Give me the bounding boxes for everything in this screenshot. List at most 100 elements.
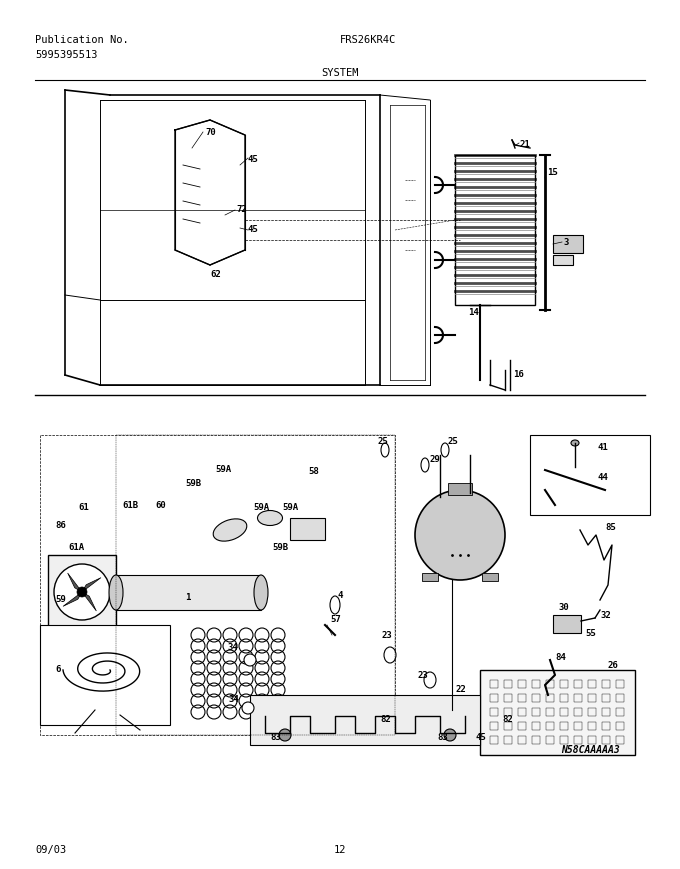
Text: 26: 26 [608, 660, 619, 669]
Bar [532, 680, 540, 688]
Bar [588, 680, 596, 688]
Text: SYSTEM: SYSTEM [321, 68, 359, 78]
Bar [250, 695, 480, 745]
Text: 3: 3 [563, 238, 568, 247]
Polygon shape [82, 592, 97, 611]
Text: 84: 84 [555, 653, 566, 662]
Ellipse shape [254, 575, 268, 610]
Bar [422, 573, 438, 581]
Text: 34: 34 [228, 695, 239, 705]
Ellipse shape [258, 510, 282, 526]
Bar [553, 235, 583, 253]
Bar [553, 255, 573, 265]
Bar [588, 708, 596, 716]
Bar [490, 736, 498, 744]
Bar [490, 708, 498, 716]
Circle shape [54, 564, 110, 620]
Text: 72: 72 [236, 205, 247, 214]
Text: 58: 58 [308, 468, 319, 476]
Text: 25: 25 [378, 437, 389, 447]
Ellipse shape [109, 575, 123, 610]
Bar [574, 736, 582, 744]
Bar [532, 694, 540, 702]
Text: 21: 21 [520, 140, 531, 149]
Ellipse shape [214, 519, 247, 541]
Ellipse shape [381, 443, 389, 457]
Text: 5995395513: 5995395513 [35, 50, 97, 60]
Bar [588, 736, 596, 744]
Text: 12: 12 [334, 845, 346, 855]
Bar [546, 694, 554, 702]
Bar [504, 736, 512, 744]
Text: 59A: 59A [282, 503, 298, 513]
Text: 23: 23 [382, 631, 393, 640]
Bar [574, 708, 582, 716]
Text: 59A: 59A [215, 466, 231, 474]
Text: 85: 85 [605, 523, 616, 533]
Bar [602, 722, 610, 730]
Bar [482, 573, 498, 581]
Bar [116, 575, 261, 610]
Bar [448, 483, 472, 495]
Bar [532, 708, 540, 716]
Text: 59A: 59A [253, 503, 269, 513]
Bar [490, 722, 498, 730]
Bar [560, 680, 568, 688]
Text: 29: 29 [430, 455, 441, 465]
Text: 16: 16 [513, 370, 524, 379]
Text: N58CAAAAA3: N58CAAAAA3 [561, 745, 620, 755]
Text: 82: 82 [380, 715, 391, 725]
Bar [602, 680, 610, 688]
Bar [546, 708, 554, 716]
Bar [616, 708, 624, 716]
Bar [616, 680, 624, 688]
Ellipse shape [441, 443, 449, 457]
Text: 44: 44 [598, 474, 609, 482]
Polygon shape [82, 578, 101, 592]
Ellipse shape [415, 490, 505, 580]
Bar [518, 680, 526, 688]
Bar [504, 708, 512, 716]
Circle shape [77, 587, 87, 597]
Bar [574, 722, 582, 730]
Text: 61: 61 [78, 503, 89, 513]
Bar [560, 722, 568, 730]
Text: 57: 57 [330, 615, 341, 625]
Text: 59: 59 [55, 595, 66, 605]
Text: 15: 15 [547, 168, 558, 177]
Bar [602, 694, 610, 702]
Text: 62: 62 [210, 270, 221, 279]
Text: 30: 30 [558, 603, 568, 613]
Text: 1: 1 [185, 594, 190, 602]
Text: 45: 45 [248, 225, 259, 234]
Bar [455, 155, 535, 305]
Text: 70: 70 [205, 128, 216, 137]
Text: Publication No.: Publication No. [35, 35, 129, 45]
Bar [504, 680, 512, 688]
Text: 59B: 59B [185, 479, 201, 488]
Text: 83: 83 [270, 733, 281, 742]
Bar [546, 680, 554, 688]
Bar [532, 722, 540, 730]
Text: 45: 45 [248, 155, 259, 164]
Bar [616, 722, 624, 730]
Text: 23: 23 [418, 671, 429, 680]
Text: 6: 6 [55, 666, 61, 674]
Bar [560, 694, 568, 702]
Bar [616, 736, 624, 744]
Bar [532, 736, 540, 744]
Text: 55: 55 [585, 628, 596, 638]
Polygon shape [63, 592, 82, 607]
Text: 59B: 59B [272, 543, 288, 553]
Text: 4: 4 [338, 591, 343, 600]
Bar [560, 736, 568, 744]
Ellipse shape [279, 729, 291, 741]
Text: 25: 25 [448, 437, 459, 447]
Bar [560, 708, 568, 716]
Text: 34: 34 [227, 642, 238, 652]
Ellipse shape [444, 729, 456, 741]
Bar [518, 694, 526, 702]
Bar [616, 694, 624, 702]
Text: 61A: 61A [68, 543, 84, 553]
Text: 60: 60 [155, 501, 166, 509]
